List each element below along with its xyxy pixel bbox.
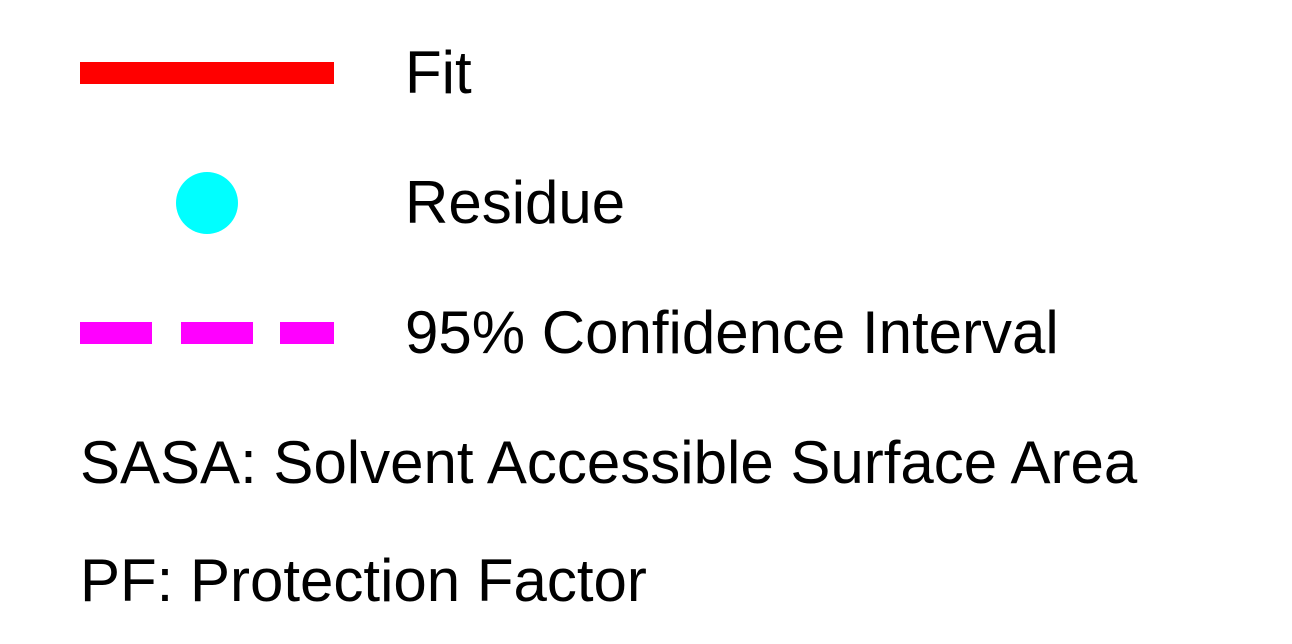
note-sasa: SASA: Solvent Accessible Surface Area	[80, 429, 1138, 496]
ci-dash-2	[181, 322, 253, 344]
fit-line-marker	[80, 62, 334, 84]
residue-marker-graphic	[176, 172, 238, 234]
ci-dash-3	[280, 322, 334, 344]
ci-dash-1	[80, 322, 152, 344]
note-pf: PF: Protection Factor	[80, 547, 647, 614]
fit-line-swatch-graphic	[80, 62, 334, 84]
confidence-interval-swatch-graphic	[80, 322, 334, 344]
confidence-interval-swatch	[80, 288, 334, 378]
residue-circle-marker	[176, 172, 238, 234]
fit-line-swatch	[80, 28, 334, 118]
legend-label-fit: Fit	[405, 39, 472, 106]
legend-label-residue: Residue	[405, 169, 626, 236]
residue-marker-swatch	[80, 158, 334, 248]
legend-label-confidence-interval: 95% Confidence Interval	[405, 299, 1059, 366]
